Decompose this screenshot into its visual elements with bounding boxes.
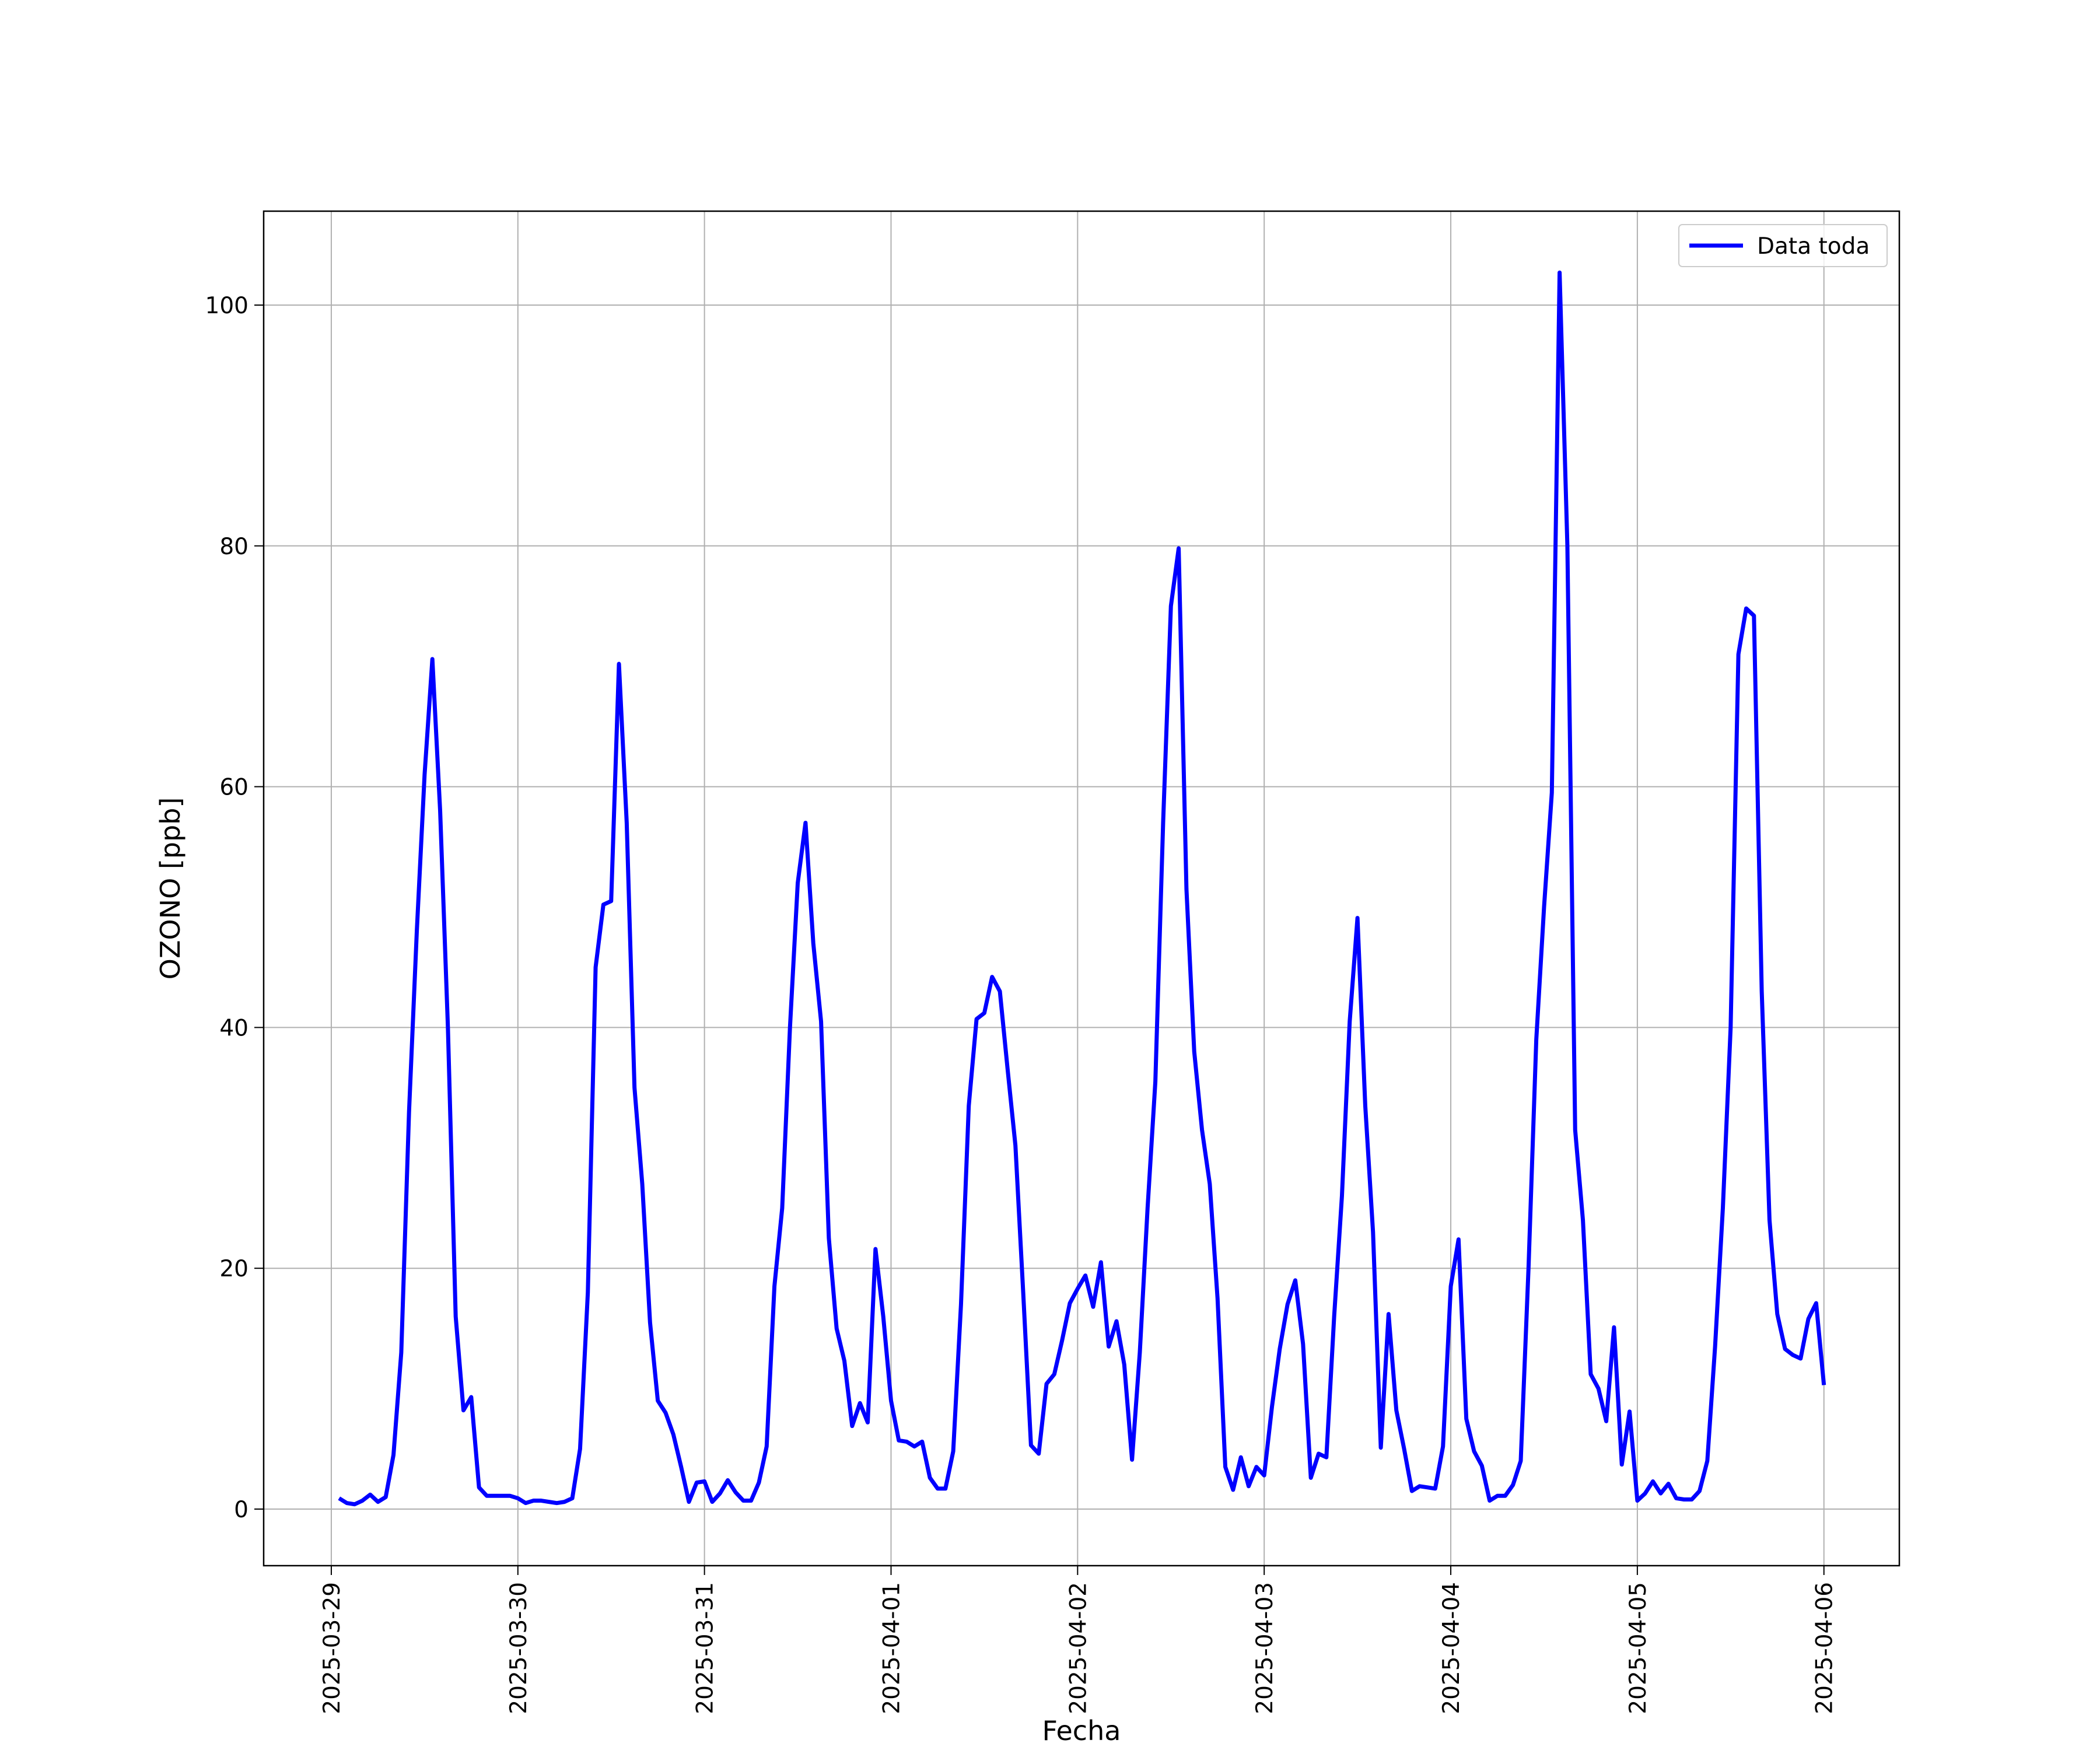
x-tick-label: 2025-04-05 — [1625, 1582, 1651, 1714]
plot-frame — [262, 210, 1901, 1567]
y-tick-label: 60 — [219, 775, 249, 801]
x-tick-label: 2025-03-31 — [692, 1582, 719, 1714]
legend-label: Data toda — [1757, 233, 1870, 260]
y-axis-label: OZONO [ppb] — [155, 797, 186, 980]
x-tick-label: 2025-03-29 — [319, 1582, 345, 1714]
y-tick-label: 80 — [219, 534, 249, 560]
x-tick-label: 2025-04-03 — [1252, 1582, 1278, 1714]
legend: Data toda — [1678, 224, 1888, 267]
y-tick-label: 0 — [234, 1497, 249, 1523]
y-tick-label: 20 — [219, 1256, 249, 1282]
y-tick-label: 40 — [219, 1015, 249, 1041]
x-tick-label: 2025-04-02 — [1065, 1582, 1091, 1714]
x-tick-label: 2025-04-06 — [1812, 1582, 1838, 1714]
y-tick-label: 100 — [205, 293, 249, 319]
legend-box — [1678, 224, 1888, 267]
x-axis-label: Fecha — [1042, 1715, 1121, 1746]
x-tick-label: 2025-04-01 — [878, 1582, 905, 1714]
x-tick-label: 2025-04-04 — [1438, 1582, 1465, 1714]
data-line — [338, 270, 1826, 1507]
x-tick-label: 2025-03-30 — [506, 1582, 532, 1714]
